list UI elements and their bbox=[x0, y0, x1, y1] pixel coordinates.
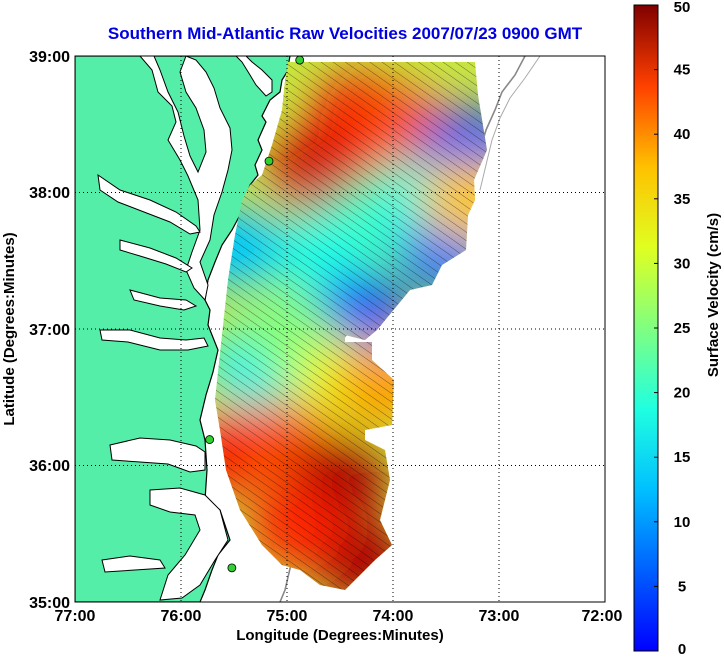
pamlico-river bbox=[101, 555, 166, 573]
grid bbox=[75, 56, 605, 602]
colorbar-tick-label: 20 bbox=[674, 385, 691, 402]
potomac-river bbox=[97, 173, 201, 235]
x-tick-label: 76:00 bbox=[161, 608, 202, 625]
station-marker bbox=[205, 435, 215, 444]
y-axis-label: Latitude (Degrees:Minutes) bbox=[1, 232, 18, 425]
delaware-bay bbox=[235, 56, 273, 97]
albemarle-sound bbox=[109, 437, 206, 473]
colorbar-tick-label: 25 bbox=[674, 320, 691, 337]
station-marker bbox=[295, 56, 305, 65]
colorbar: 0 5 10 15 20 25 30 35 40 45 50 Surface Velocity (c… bbox=[633, 0, 722, 658]
chart-title: Southern Mid-Atlantic Raw Velocities 200… bbox=[108, 24, 583, 43]
radar-stations bbox=[205, 56, 305, 573]
station-marker bbox=[227, 563, 237, 573]
x-tick-label: 74:00 bbox=[373, 608, 414, 625]
chesapeake-bay bbox=[139, 56, 233, 302]
york-river bbox=[129, 289, 198, 311]
colorbar-tick-label: 30 bbox=[674, 255, 691, 272]
axes-frame bbox=[74, 55, 606, 603]
colorbar-tick-label: 40 bbox=[674, 126, 691, 143]
colorbar-tick-label: 35 bbox=[674, 191, 691, 208]
colorbar-tick-label: 15 bbox=[674, 449, 691, 466]
colorbar-tick-label: 50 bbox=[674, 0, 691, 16]
y-tick-label: 37:00 bbox=[29, 322, 70, 339]
y-tick-label: 35:00 bbox=[29, 595, 70, 612]
x-tick-label: 73:00 bbox=[479, 608, 520, 625]
rappahannock-river bbox=[119, 239, 193, 273]
y-tick-label: 36:00 bbox=[29, 458, 70, 475]
colorbar-tick-label: 0 bbox=[678, 641, 686, 658]
x-tick-label: 75:00 bbox=[267, 608, 308, 625]
x-tick-label: 77:00 bbox=[55, 608, 96, 625]
colorbar-tick-label: 45 bbox=[674, 62, 691, 79]
x-axis-label: Longitude (Degrees:Minutes) bbox=[236, 627, 444, 644]
colorbar-tick-label: 10 bbox=[674, 514, 691, 531]
y-tick-label: 39:00 bbox=[29, 49, 70, 66]
colorbar-tick-label: 5 bbox=[678, 578, 686, 595]
x-axis-ticks: 77:00 76:00 75:00 74:00 73:00 72:00 bbox=[55, 608, 623, 625]
y-tick-label: 38:00 bbox=[29, 185, 70, 202]
station-marker bbox=[264, 156, 274, 166]
bathymetry-contour-2 bbox=[479, 56, 541, 191]
y-axis-ticks: 39:00 38:00 37:00 36:00 35:00 bbox=[29, 49, 70, 612]
plot-area bbox=[75, 56, 605, 602]
colorbar-label: Surface Velocity (cm/s) bbox=[705, 213, 722, 377]
x-tick-label: 72:00 bbox=[582, 608, 623, 625]
pamlico-sound bbox=[149, 487, 229, 601]
